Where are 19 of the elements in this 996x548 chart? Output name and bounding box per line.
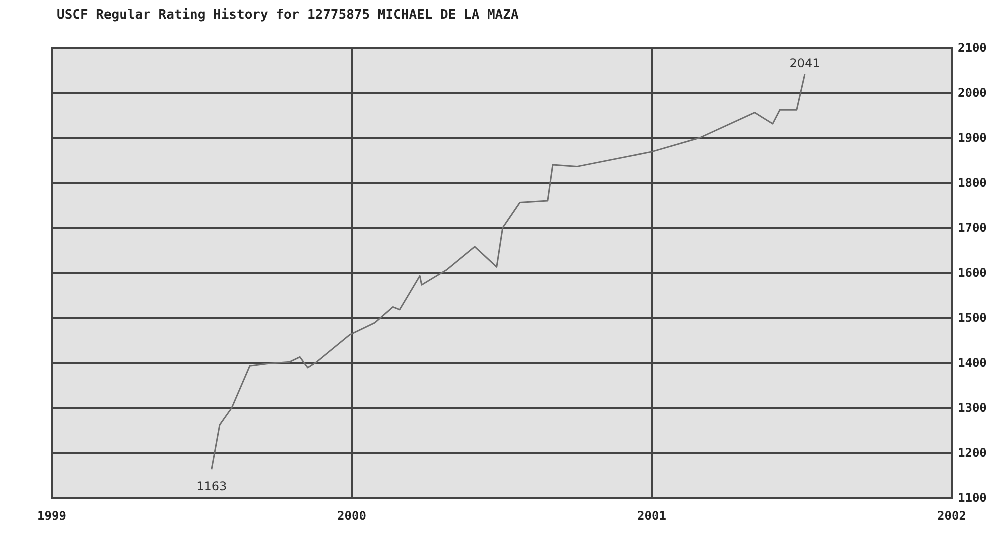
y-tick-label: 1200	[958, 446, 987, 460]
y-tick-label: 1300	[958, 401, 987, 415]
y-tick-label: 2100	[958, 41, 987, 55]
y-tick-label: 1800	[958, 176, 987, 190]
x-tick-label: 2000	[338, 509, 366, 523]
y-tick-label: 1500	[958, 311, 987, 325]
chart-title: USCF Regular Rating History for 12775875 MICHAEL DE LA MAZA	[57, 8, 519, 23]
x-tick-label: 2002	[938, 509, 966, 523]
line-series	[211, 74, 806, 470]
data-label: 1163	[196, 480, 228, 494]
data-label: 2041	[790, 56, 820, 71]
y-tick-label: 1600	[958, 266, 987, 280]
x-tick-label: 1999	[38, 509, 66, 523]
y-tick-label: 2000	[958, 86, 987, 100]
x-tick-label: 2001	[638, 509, 666, 523]
y-tick-label: 1900	[958, 131, 987, 145]
y-tick-label: 1100	[958, 491, 987, 505]
y-tick-label: 1400	[958, 356, 987, 370]
y-tick-label: 1700	[958, 221, 987, 235]
